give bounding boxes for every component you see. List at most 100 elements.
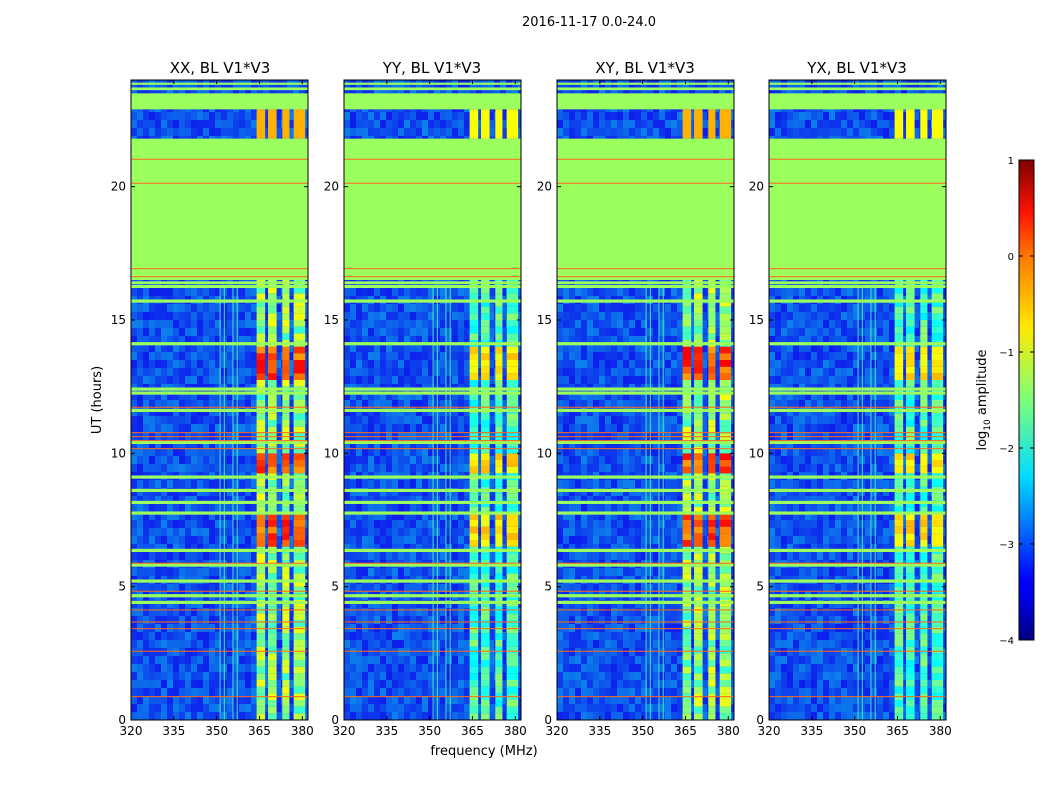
noise-cell — [239, 512, 245, 520]
noise-cell — [137, 544, 143, 552]
noise-cell — [167, 608, 173, 616]
noise-cell — [167, 352, 173, 360]
noise-cell — [173, 304, 179, 312]
noise-cell — [149, 568, 155, 576]
noise-cell — [380, 480, 386, 488]
noise-cell — [368, 112, 374, 120]
noise-cell — [209, 496, 215, 504]
noise-cell — [167, 392, 173, 400]
noise-cell — [209, 568, 215, 576]
flagged-band — [131, 299, 308, 303]
noise-cell — [458, 504, 464, 512]
noise-cell — [209, 128, 215, 136]
noise-cell — [203, 376, 209, 384]
noise-cell — [404, 584, 410, 592]
noise-cell — [446, 424, 452, 432]
noise-cell — [281, 88, 287, 96]
signal-cell — [282, 420, 290, 427]
noise-cell — [191, 664, 197, 672]
noise-cell — [362, 632, 368, 640]
noise-cell — [518, 480, 521, 488]
noise-cell — [500, 352, 506, 360]
noise-cell — [428, 88, 434, 96]
noise-cell — [155, 552, 161, 560]
noise-cell — [476, 568, 482, 576]
noise-cell — [173, 640, 179, 648]
noise-cell — [452, 424, 458, 432]
noise-cell — [155, 616, 161, 624]
noise-cell — [137, 568, 143, 576]
noise-cell — [488, 368, 494, 376]
noise-cell — [251, 304, 257, 312]
noise-cell — [488, 392, 494, 400]
noise-cell — [305, 520, 308, 528]
noise-cell — [137, 120, 143, 128]
noise-cell — [374, 648, 380, 656]
noise-cell — [446, 352, 452, 360]
rfi-line — [131, 432, 308, 434]
noise-cell — [350, 640, 356, 648]
noise-cell — [143, 520, 149, 528]
noise-cell — [245, 648, 251, 656]
noise-cell — [149, 496, 155, 504]
noise-cell — [398, 544, 404, 552]
noise-cell — [380, 512, 386, 520]
noise-cell — [215, 544, 221, 552]
noise-cell — [446, 400, 452, 408]
signal-cell — [282, 320, 290, 327]
noise-cell — [167, 304, 173, 312]
noise-cell — [233, 496, 239, 504]
noise-cell — [227, 552, 233, 560]
noise-cell — [209, 712, 215, 720]
noise-cell — [410, 568, 416, 576]
noise-cell — [143, 544, 149, 552]
signal-cell — [282, 426, 290, 434]
noise-cell — [458, 424, 464, 432]
noise-cell — [458, 112, 464, 120]
signal-cell — [282, 366, 290, 374]
signal-cell — [268, 640, 277, 647]
noise-cell — [368, 464, 374, 472]
noise-cell — [209, 640, 215, 648]
signal-cell — [256, 453, 266, 460]
noise-cell — [362, 456, 368, 464]
x-tick-label: 335 — [162, 724, 185, 738]
noise-cell — [263, 496, 269, 504]
noise-cell — [386, 328, 392, 336]
noise-cell — [245, 352, 251, 360]
noise-cell — [428, 656, 434, 664]
signal-cell — [268, 413, 277, 420]
noise-cell — [185, 584, 191, 592]
noise-cell — [440, 632, 446, 640]
noise-cell — [422, 400, 428, 408]
noise-cell — [350, 320, 356, 328]
noise-cell — [227, 664, 233, 672]
signal-cell — [268, 580, 277, 587]
signal-cell — [293, 706, 306, 714]
noise-cell — [191, 696, 197, 704]
noise-cell — [392, 336, 398, 344]
noise-cell — [137, 400, 143, 408]
noise-cell — [476, 536, 482, 544]
signal-cell — [268, 393, 277, 400]
noise-cell — [203, 304, 209, 312]
signal-cell — [293, 346, 306, 354]
noise-cell — [458, 584, 464, 592]
signal-cell — [256, 420, 266, 427]
noise-cell — [137, 520, 143, 528]
noise-cell — [215, 632, 221, 640]
noise-cell — [245, 552, 251, 560]
noise-cell — [287, 680, 293, 688]
noise-cell — [398, 656, 404, 664]
noise-cell — [191, 528, 197, 536]
noise-cell — [410, 368, 416, 376]
noise-cell — [305, 320, 308, 328]
noise-cell — [149, 456, 155, 464]
signal-cell — [256, 553, 266, 560]
noise-cell — [416, 480, 422, 488]
noise-cell — [287, 520, 293, 528]
signal-cell — [293, 493, 306, 500]
noise-cell — [167, 400, 173, 408]
noise-cell — [197, 608, 203, 616]
noise-cell — [251, 88, 257, 96]
